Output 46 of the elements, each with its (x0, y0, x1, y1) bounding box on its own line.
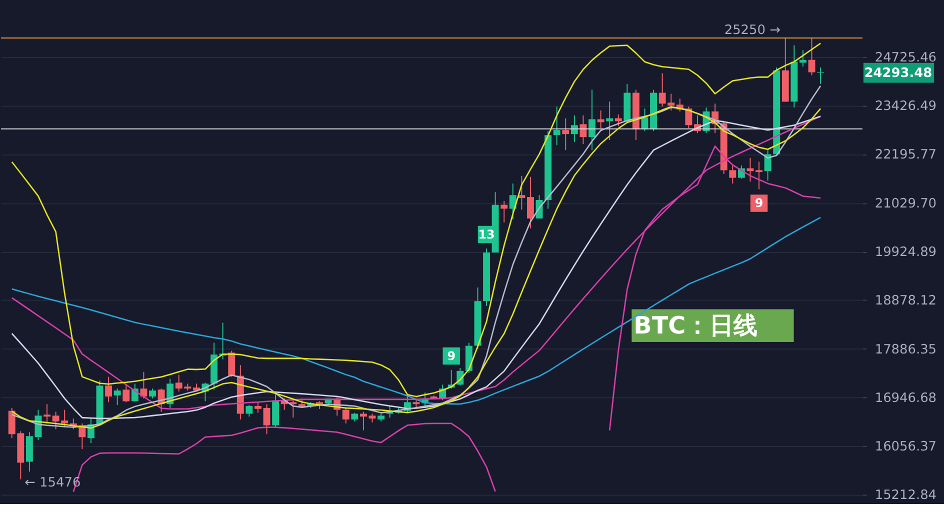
candlestick (290, 398, 297, 418)
candlestick (122, 384, 130, 403)
candlestick (756, 161, 762, 190)
y-tick-label: 24725.46 (874, 50, 937, 66)
candlestick (509, 183, 516, 220)
candlestick (500, 200, 508, 223)
candlestick (808, 38, 816, 76)
candlestick (246, 404, 253, 418)
text: BTC：日线 (634, 312, 758, 340)
candlestick (44, 404, 50, 424)
candlestick (685, 106, 692, 129)
candlestick (263, 404, 270, 435)
y-tick-label: 15212.84 (874, 488, 937, 504)
candlestick (149, 388, 156, 399)
candlestick (562, 118, 570, 151)
annotation: 9 (447, 349, 456, 364)
candlestick (597, 110, 604, 129)
candlestick (228, 350, 236, 378)
candlestick (746, 157, 754, 182)
candlestick (588, 89, 596, 151)
text: 24293.48 (864, 66, 932, 81)
y-tick-label: 21029.70 (874, 196, 937, 212)
candlestick (518, 175, 526, 210)
candlestick (140, 371, 148, 399)
y-tick-label: 16946.68 (874, 390, 937, 406)
y-tick-label: 18878.12 (874, 294, 937, 309)
candlestick (342, 407, 350, 424)
y-tick-label: 19924.89 (874, 245, 937, 260)
candlestick (360, 411, 367, 431)
y-tick-label: 23426.49 (874, 99, 937, 114)
annotation: 13 (478, 228, 495, 242)
annotation: 25250 → (724, 23, 781, 38)
candlestick (570, 114, 578, 143)
line-series (11, 216, 822, 405)
candlestick (254, 402, 262, 414)
y-tick-label: 22195.77 (874, 148, 937, 163)
y-tick-label: 16056.37 (874, 440, 937, 455)
candlestick (105, 376, 112, 403)
candlestick (729, 164, 736, 184)
annotation: 9 (754, 196, 764, 210)
line-series (11, 42, 822, 398)
candlestick (580, 114, 587, 145)
candlestick (553, 106, 560, 146)
candlestick (114, 388, 121, 406)
y-tick-label: 17886.35 (874, 342, 937, 358)
candlestick (526, 176, 534, 229)
